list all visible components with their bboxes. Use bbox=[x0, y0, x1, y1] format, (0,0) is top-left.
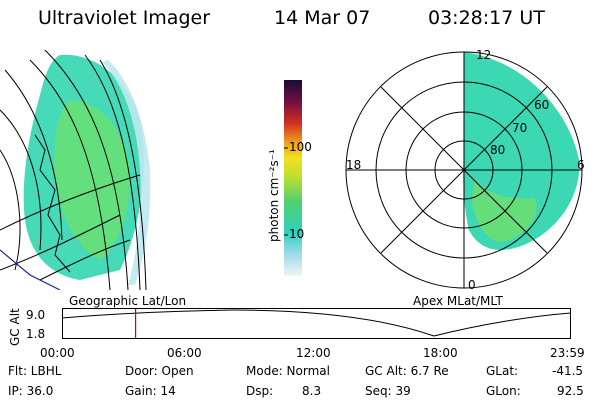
colorbar-gradient bbox=[284, 80, 302, 276]
altitude-plot bbox=[62, 308, 572, 339]
gc-alt-status: GC Alt: 6.7 Re bbox=[365, 364, 449, 378]
dsp-value: 8.3 bbox=[302, 384, 322, 398]
door-status: Door: Open bbox=[125, 364, 194, 378]
time-tick-0600: 06:00 bbox=[167, 346, 202, 360]
date-label: 14 Mar 07 bbox=[274, 7, 371, 29]
geographic-panel-label: Geographic Lat/Lon bbox=[69, 294, 187, 308]
seq-status: Seq: 39 bbox=[365, 384, 411, 398]
polar-panel-label: Apex MLat/MLT bbox=[413, 294, 503, 308]
instrument-title: Ultraviolet Imager bbox=[38, 7, 211, 29]
glat-value: -41.5 bbox=[552, 364, 584, 378]
colorbar-unit-label: photon cm⁻²s⁻¹ bbox=[267, 149, 281, 242]
colorbar bbox=[284, 80, 302, 276]
coastline bbox=[34, 134, 71, 273]
ip-status: IP: 36.0 bbox=[8, 384, 54, 398]
time-tick-1800: 18:00 bbox=[423, 346, 458, 360]
time-tick-2359: 23:59 bbox=[550, 346, 585, 360]
glon-label: GLon: bbox=[486, 384, 521, 398]
altitude-max-label: 9.0 bbox=[26, 308, 46, 322]
mlt-label-12: 12 bbox=[476, 48, 492, 62]
altitude-min-label: 1.8 bbox=[26, 327, 46, 341]
glon-value: 92.5 bbox=[557, 384, 584, 398]
polar-plot bbox=[345, 51, 583, 289]
dsp-label: Dsp: bbox=[246, 384, 274, 398]
time-label: 03:28:17 UT bbox=[428, 7, 545, 29]
time-tick-1200: 12:00 bbox=[296, 346, 331, 360]
mlat-label-80: 80 bbox=[490, 143, 506, 157]
altitude-axis-label: GC Alt bbox=[8, 308, 22, 346]
glat-label: GLat: bbox=[486, 364, 519, 378]
mlt-label-0: 0 bbox=[468, 278, 476, 292]
time-tick-0000: 00:00 bbox=[40, 346, 75, 360]
mlat-label-70: 70 bbox=[512, 121, 528, 135]
mlt-label-18: 18 bbox=[346, 158, 362, 172]
altitude-curve bbox=[62, 309, 572, 337]
filter-status: Flt: LBHL bbox=[8, 364, 62, 378]
mlat-label-60: 60 bbox=[534, 98, 550, 112]
aurora-bright-band bbox=[54, 100, 131, 260]
mlt-label-6: 6 bbox=[577, 158, 585, 172]
geographic-image-panel bbox=[0, 49, 151, 290]
colorbar-tick-100: 100 bbox=[289, 140, 312, 154]
colorbar-tick-10: 10 bbox=[289, 227, 305, 241]
mode-status: Mode: Normal bbox=[246, 364, 330, 378]
gain-status: Gain: 14 bbox=[125, 384, 176, 398]
